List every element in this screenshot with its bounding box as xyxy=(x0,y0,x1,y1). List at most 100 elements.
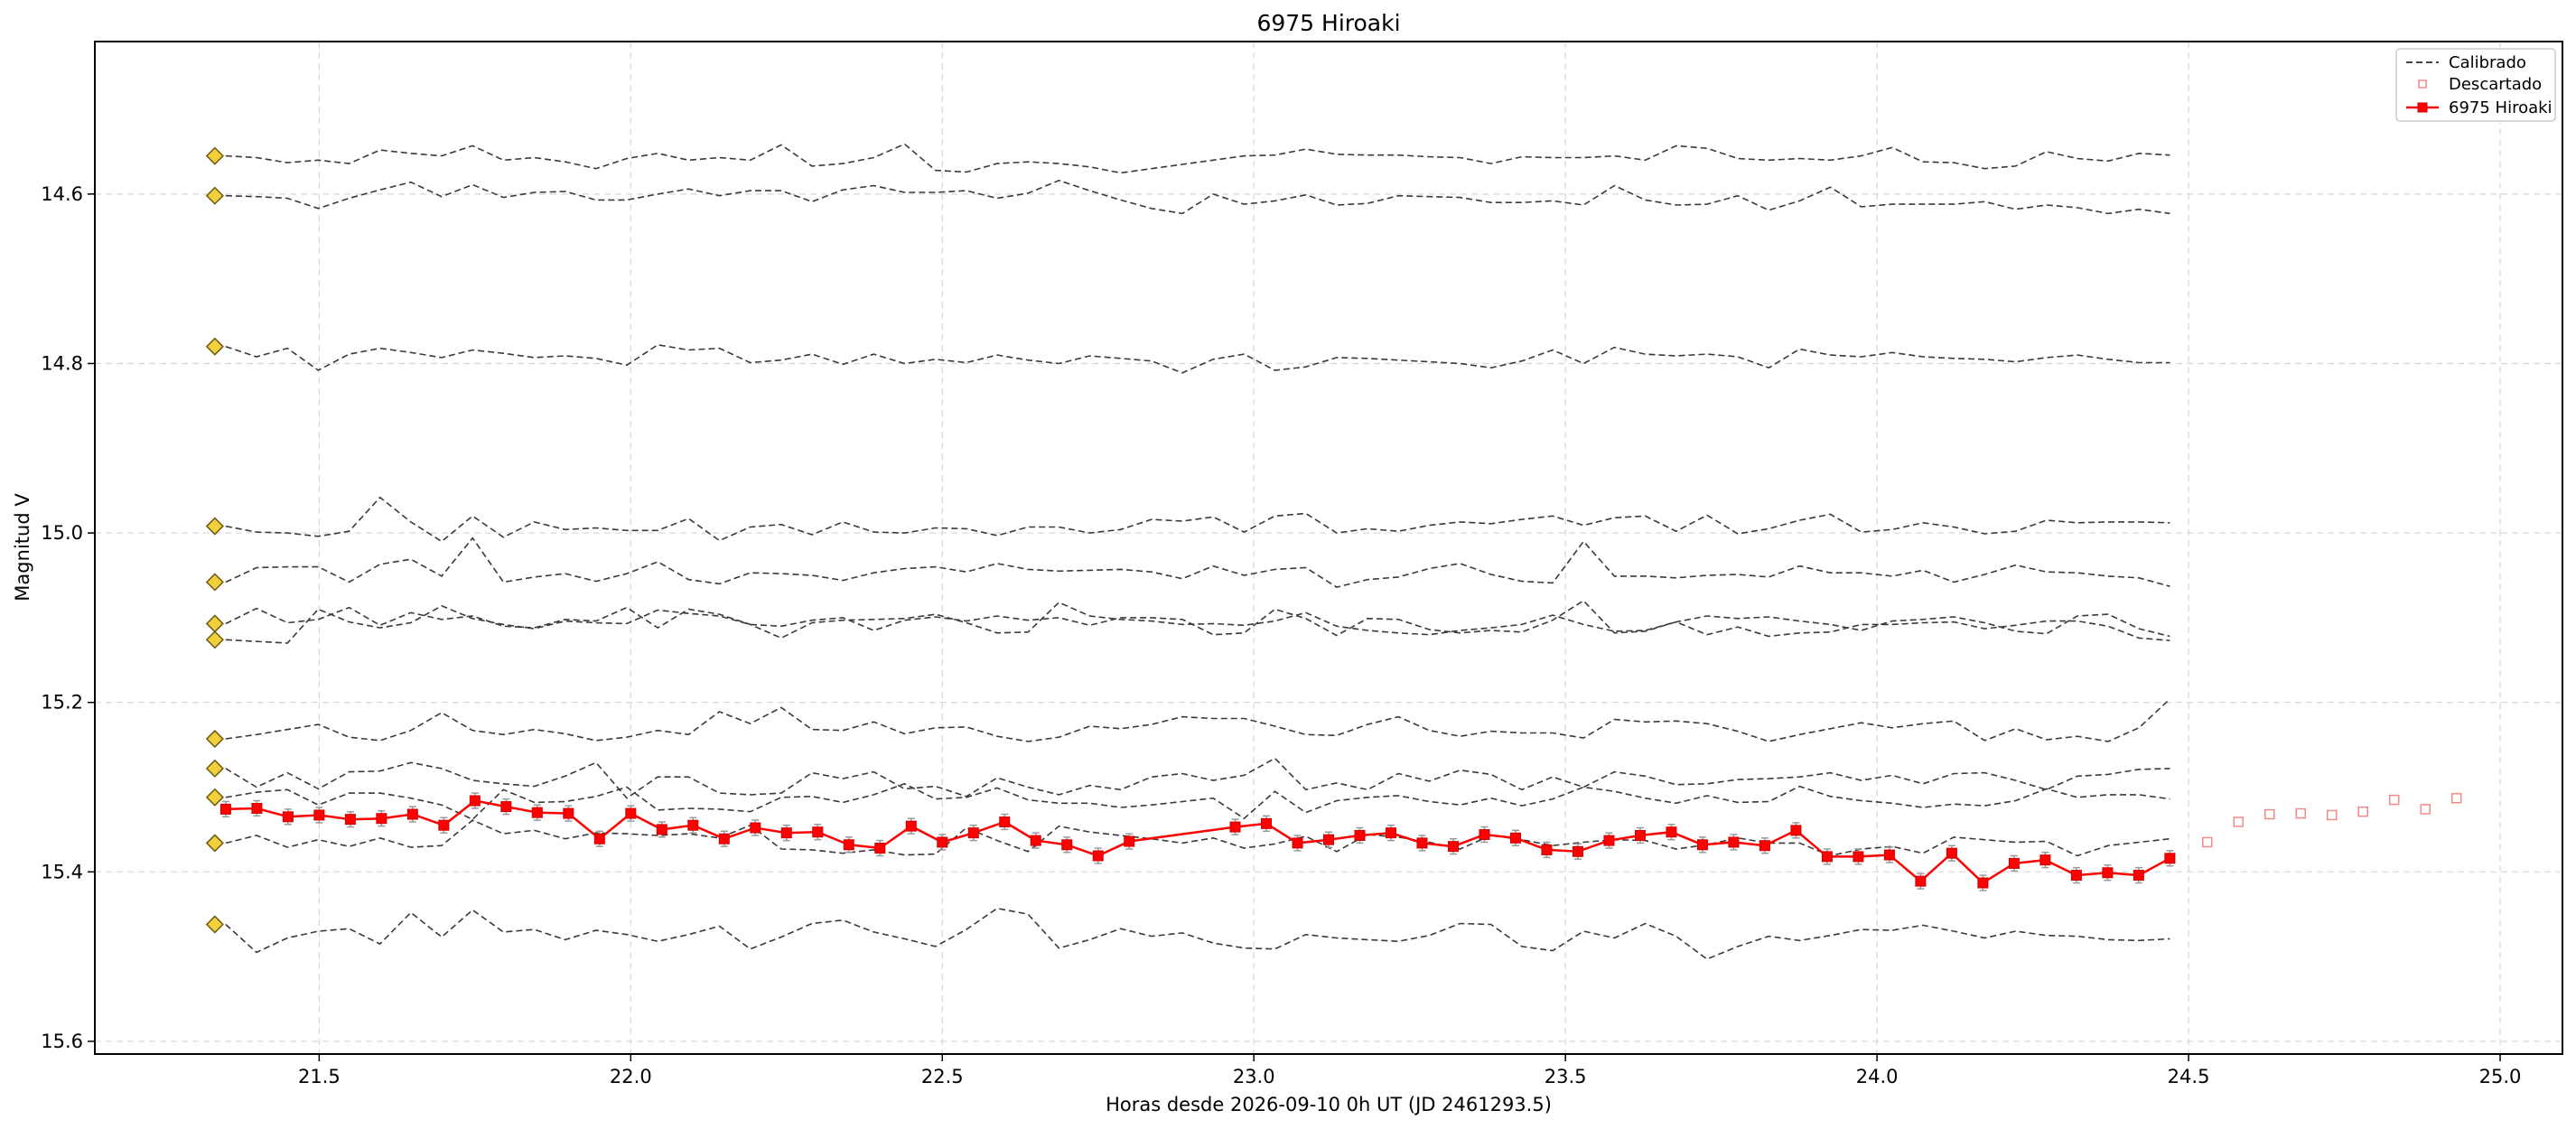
target-point xyxy=(1603,835,1615,846)
target-point xyxy=(999,816,1011,827)
target-point xyxy=(1634,829,1646,841)
chart-title: 6975 Hiroaki xyxy=(1256,10,1400,36)
discarded-point xyxy=(2450,792,2462,804)
target-point xyxy=(1229,821,1241,833)
target-point xyxy=(563,807,574,819)
comparison-star-line xyxy=(225,537,2170,588)
target-point xyxy=(531,807,543,818)
target-point xyxy=(1092,850,1104,862)
target-point xyxy=(905,820,917,832)
x-tick-label: 25.0 xyxy=(2479,1066,2522,1087)
legend-target-swatch-marker xyxy=(2417,102,2428,113)
legend-descartado-label: Descartado xyxy=(2449,75,2542,94)
comparison-star-line xyxy=(225,907,2170,960)
discarded-point xyxy=(2202,836,2213,848)
target-point xyxy=(1509,832,1521,844)
target-point xyxy=(1853,851,1864,863)
target-point xyxy=(282,811,294,823)
x-tick-label: 23.5 xyxy=(1545,1066,1587,1087)
axis-ticks: 21.5 22.0 22.5 23.0 23.5 24.0 24.5 25.0 14.6 14.8… xyxy=(41,183,2521,1087)
target-point xyxy=(750,822,761,834)
comparison-marker xyxy=(205,915,224,934)
comparison-marker xyxy=(205,834,224,853)
target-point xyxy=(1821,851,1833,863)
target-point xyxy=(2102,867,2114,879)
target-point xyxy=(1292,837,1303,849)
discarded-points xyxy=(2202,792,2462,848)
comparison-marker xyxy=(205,759,224,778)
target-point xyxy=(2008,857,2020,869)
target-point xyxy=(219,803,231,815)
target-point xyxy=(1696,839,1708,851)
target-point xyxy=(1915,875,1927,887)
target-point xyxy=(874,843,886,854)
comparison-star-line xyxy=(225,343,2170,374)
target-point xyxy=(1666,826,1677,838)
target-point xyxy=(469,795,481,807)
plot-frame xyxy=(94,41,2563,1055)
x-tick-label: 22.0 xyxy=(610,1066,652,1087)
x-tick-label: 21.5 xyxy=(298,1066,341,1087)
legend-box xyxy=(2395,48,2556,122)
comparison-marker xyxy=(205,146,224,165)
target-point xyxy=(2070,870,2082,882)
target-point xyxy=(1977,877,1989,889)
target-point xyxy=(1946,847,1957,859)
target-point xyxy=(1883,849,1895,861)
comparison-marker xyxy=(205,729,224,749)
target-point xyxy=(438,819,450,831)
comparison-marker xyxy=(205,186,224,205)
target-point xyxy=(2164,853,2176,864)
target-point xyxy=(313,809,325,821)
target-point xyxy=(937,836,948,848)
target-point xyxy=(1541,844,1553,855)
comparison-star-line xyxy=(225,757,2170,799)
target-point xyxy=(344,814,356,826)
x-tick-label: 24.5 xyxy=(2168,1066,2210,1087)
comparison-star-line xyxy=(225,496,2170,543)
legend-descartado-swatch xyxy=(2418,79,2427,89)
target-point xyxy=(1759,840,1770,852)
discarded-point xyxy=(2326,809,2338,821)
legend-calibrado-label: Calibrado xyxy=(2449,53,2526,72)
target-point xyxy=(1572,845,1583,857)
legend-target-label: 6975 Hiroaki xyxy=(2449,98,2553,117)
comparison-stars xyxy=(225,143,2170,960)
discarded-point xyxy=(2388,794,2400,806)
y-tick-label: 15.0 xyxy=(41,522,83,544)
y-tick-label: 15.4 xyxy=(41,861,83,882)
target-point xyxy=(1124,835,1135,847)
x-tick-label: 22.5 xyxy=(921,1066,964,1087)
gridlines xyxy=(95,42,2562,1054)
comparison-star-line xyxy=(225,819,2170,857)
x-axis-title: Horas desde 2026-09-10 0h UT (JD 2461293… xyxy=(1106,1094,1552,1115)
target-point xyxy=(1261,817,1273,829)
target-point xyxy=(1030,835,1041,846)
comparison-star-line xyxy=(225,143,2170,174)
target-point xyxy=(1479,829,1490,841)
target-point xyxy=(406,808,418,820)
target-point xyxy=(967,827,979,839)
y-tick-label: 14.8 xyxy=(41,352,83,374)
discarded-point xyxy=(2357,806,2368,817)
target-point xyxy=(593,833,605,844)
target-series xyxy=(219,792,2176,891)
target-point xyxy=(500,801,512,813)
discarded-point xyxy=(2263,808,2275,820)
comparison-star-line xyxy=(225,600,2170,644)
comparison-star-line xyxy=(225,179,2170,215)
comparison-marker xyxy=(205,630,224,649)
comparison-markers xyxy=(205,146,224,934)
target-point xyxy=(1354,829,1366,841)
legend: Calibrado Descartado 6975 Hiroaki xyxy=(2395,48,2556,122)
discarded-point xyxy=(2233,816,2245,827)
target-point xyxy=(1323,834,1334,845)
target-point xyxy=(718,833,730,844)
y-tick-label: 14.6 xyxy=(41,183,83,205)
target-point xyxy=(251,802,263,814)
target-point xyxy=(625,807,637,819)
target-point xyxy=(780,827,792,839)
comparison-star-line xyxy=(225,602,2170,639)
